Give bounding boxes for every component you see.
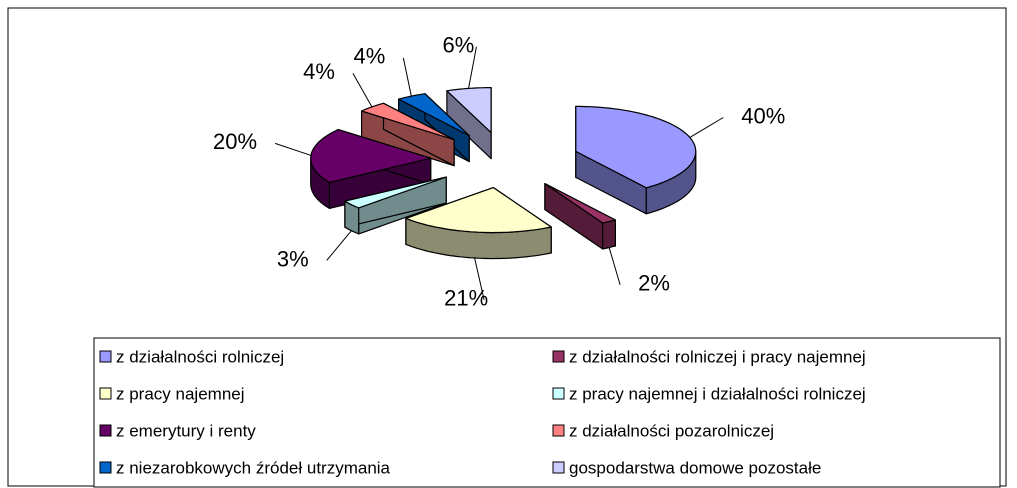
slice	[575, 105, 697, 215]
slice	[544, 183, 617, 250]
pie: 40% 2% 21% 3% 20% 4% 4% 6%	[213, 33, 785, 311]
data-label: 6%	[443, 33, 475, 58]
legend-swatch	[99, 387, 112, 400]
legend-swatch	[552, 424, 565, 437]
data-label: 21%	[444, 286, 488, 311]
slice	[310, 129, 432, 209]
legend: z działalności rolniczej z działalności r…	[99, 347, 866, 477]
slice-top	[446, 86, 492, 134]
slice-side	[602, 219, 617, 250]
leader-line	[608, 247, 621, 285]
slice	[405, 187, 552, 260]
legend-swatch	[552, 387, 565, 400]
data-label: 40%	[741, 103, 785, 128]
leader-line	[689, 117, 724, 138]
legend-label: z pracy najemnej i działalności rolnicze…	[569, 384, 866, 403]
legend-swatch	[99, 424, 112, 437]
legend-label: z działalności pozarolniczej	[569, 421, 774, 440]
legend-label: z pracy najemnej	[116, 384, 245, 403]
legend-label: z emerytury i renty	[116, 421, 256, 440]
legend-label: z działalności rolniczej i pracy najemne…	[569, 347, 866, 366]
slice	[344, 176, 447, 235]
legend-swatch	[552, 461, 565, 474]
legend-label: z działalności rolniczej	[116, 347, 284, 366]
leader-line	[468, 46, 477, 89]
legend-box	[93, 337, 1001, 488]
slice-top	[310, 129, 432, 183]
leader-line	[352, 73, 373, 108]
slice-top	[544, 183, 617, 224]
data-label: 4%	[354, 44, 386, 69]
leader-line	[474, 257, 485, 300]
legend-swatch	[99, 350, 112, 363]
legend-swatch	[99, 461, 112, 474]
data-label: 3%	[277, 246, 309, 271]
legend-label: gospodarstwa domowe pozostałe	[569, 458, 821, 477]
legend-swatch	[552, 350, 565, 363]
leader-line	[274, 142, 312, 156]
slice-top	[344, 176, 447, 209]
legend-label: z niezarobkowych źródeł utrzymania	[116, 458, 391, 477]
leader-line	[402, 57, 412, 97]
leader-line	[326, 230, 352, 261]
slice-top	[361, 102, 455, 141]
data-label: 4%	[303, 59, 335, 84]
slice-top	[405, 187, 552, 234]
data-label: 2%	[638, 271, 670, 296]
slice-top	[575, 105, 697, 189]
data-label: 20%	[213, 129, 257, 154]
